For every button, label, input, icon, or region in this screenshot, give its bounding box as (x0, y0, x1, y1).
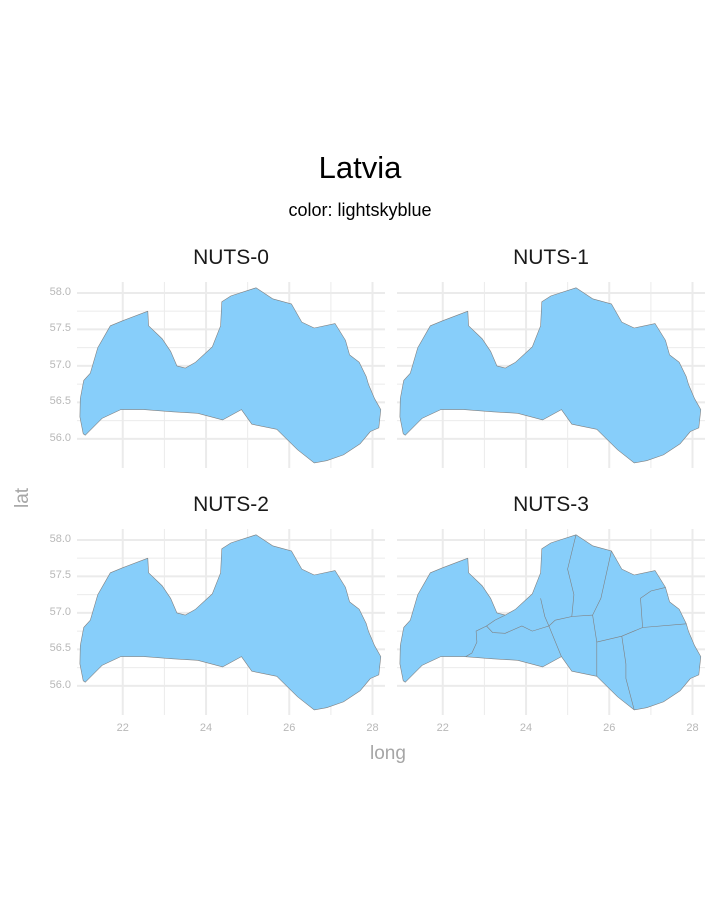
facet-strip-nuts-0: NUTS-0 (193, 246, 269, 269)
map-panel-nuts-3 (397, 529, 705, 715)
x-axis-title: long (370, 743, 406, 764)
x-tick-label: 24 (199, 722, 213, 734)
nuts3-border (592, 615, 598, 677)
x-tick-label: 22 (436, 722, 449, 734)
nuts3-border (596, 623, 687, 643)
facet-strip-nuts-3: NUTS-3 (513, 493, 589, 516)
nuts3-border (486, 614, 506, 627)
map-panel-nuts-0 (77, 282, 385, 468)
x-tick-label: 24 (519, 722, 533, 734)
latvia-region-shape (79, 287, 382, 464)
y-tick-label: 56.0 (49, 678, 71, 691)
y-tick-label: 58.0 (49, 285, 71, 298)
nuts3-border (571, 550, 612, 617)
x-tick-label: 26 (603, 722, 616, 734)
facet-strip-nuts-2: NUTS-2 (193, 493, 269, 516)
x-tick-label: 26 (283, 722, 296, 734)
y-tick-label: 56.0 (49, 431, 71, 444)
nuts3-border (548, 534, 577, 627)
y-tick-label: 58.0 (49, 532, 71, 545)
y-tick-label: 56.5 (49, 395, 71, 408)
x-tick-label: 22 (116, 722, 129, 734)
facet-strip-nuts-1: NUTS-1 (513, 246, 589, 269)
latvia-region-shape (79, 534, 382, 711)
nuts3-border (621, 636, 635, 710)
x-tick-label: 28 (686, 722, 699, 734)
y-tick-label: 56.5 (49, 642, 71, 655)
x-tick-label: 28 (366, 722, 379, 734)
chart-subtitle: color: lightskyblue (288, 200, 432, 220)
chart-title: Latvia (318, 150, 402, 185)
nuts3-border (465, 625, 487, 657)
nuts3-border (540, 598, 550, 627)
latvia-region-shape (399, 534, 702, 711)
y-tick-label: 57.0 (49, 605, 71, 618)
y-tick-label: 57.5 (49, 322, 71, 335)
map-panel-nuts-2 (77, 529, 385, 715)
y-tick-label: 57.5 (49, 569, 71, 582)
nuts3-border (640, 587, 666, 628)
map-panel-nuts-1 (397, 282, 705, 468)
y-tick-label: 57.0 (49, 358, 71, 371)
y-axis-title: lat (12, 487, 33, 508)
latvia-region-shape (399, 287, 702, 464)
